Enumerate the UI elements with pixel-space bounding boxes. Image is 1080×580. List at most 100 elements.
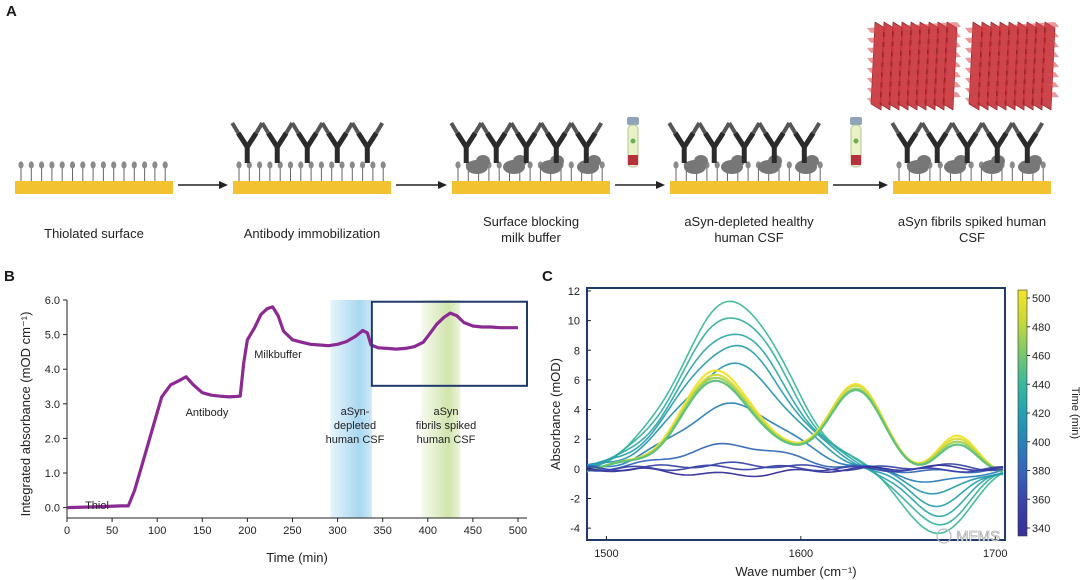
annotation-spiked: fibrils spiked: [416, 420, 477, 432]
thiol-head: [599, 161, 605, 169]
flow-arrowhead: [219, 181, 228, 189]
fibril-sheet: [965, 22, 1059, 33]
antibody-arm-left: [673, 131, 687, 149]
colorbar-tick-label: 380: [1032, 466, 1050, 478]
antibody-arm-right: [772, 131, 786, 149]
gold-surface: [893, 181, 1051, 194]
colorbar-tick-label: 460: [1032, 351, 1050, 363]
antibody-arm-right: [802, 131, 816, 149]
thiol-head: [59, 161, 65, 169]
fibril-sheet: [867, 92, 961, 103]
asyn-fibril: [965, 21, 1059, 111]
antibody-arm-right: [275, 131, 289, 149]
thiol-head: [527, 161, 533, 169]
antibody-arm-left: [545, 131, 559, 149]
watermark-text: MFMS: [956, 528, 1000, 545]
thiol-head: [162, 161, 168, 169]
gold-surface: [452, 181, 610, 194]
gold-surface: [670, 181, 828, 194]
antibody-tip-right: [1034, 121, 1045, 135]
antibody-arm-left: [733, 131, 747, 149]
antibody-tip-left: [950, 121, 960, 135]
annotation-antibody: Antibody: [186, 407, 229, 419]
thiol-head: [277, 161, 283, 169]
colorbar-tick-label: 440: [1032, 379, 1050, 391]
tube-cap: [627, 117, 639, 125]
step-label: aSyn fibrils spiked human: [898, 214, 1046, 229]
annotation-thiol: Thiol: [85, 500, 109, 512]
y-axis-label: Absorbance (mOD): [548, 358, 563, 470]
thiol-head: [69, 161, 76, 169]
antibody-arm-left: [763, 131, 777, 149]
colorbar-tick-label: 400: [1032, 437, 1050, 449]
antibody-arm-right: [524, 131, 538, 149]
antibody-arm-right: [995, 131, 1009, 149]
antibody: [757, 121, 791, 163]
thiol-head: [329, 161, 335, 169]
antibody-tip-left: [569, 121, 580, 135]
antibody: [569, 121, 604, 163]
thiol-head: [28, 161, 34, 169]
x-tick-label: 300: [328, 525, 346, 537]
band-depleted-csf: [330, 300, 372, 518]
thiol-head: [257, 161, 263, 169]
milk-protein: [954, 155, 968, 167]
thiol-head: [360, 161, 366, 169]
csf-tube-spiked: [850, 117, 862, 168]
thiol-head: [370, 161, 376, 169]
antibody-arm-right: [464, 131, 478, 149]
milk-protein: [476, 155, 490, 167]
fibril-sheet: [867, 72, 961, 83]
y-tick-label: -2: [570, 493, 580, 505]
tube-fibril: [851, 155, 861, 165]
antibody-tip-left: [980, 121, 990, 135]
y-tick-label: 6.0: [45, 295, 60, 307]
antibody-arm-left: [926, 131, 940, 149]
tube-content: [630, 138, 636, 144]
spectrum-line-2: [587, 317, 1004, 526]
antibody: [667, 121, 701, 163]
antibody-tip-left: [539, 121, 549, 135]
workflow-step-1: Thiolated surface: [15, 161, 228, 241]
x-tick-label: 100: [148, 525, 166, 537]
antibody-tip-left: [479, 121, 489, 135]
annotation-spiked: human CSF: [417, 434, 476, 446]
thiol-head: [937, 161, 943, 169]
tube-fibril: [628, 155, 638, 165]
x-axis-label: Wave number (cm⁻¹): [735, 564, 856, 579]
antibody-tip-right: [593, 121, 604, 135]
y-tick-label: 3.0: [45, 399, 60, 411]
antibody-arm-right: [905, 131, 919, 149]
milk-protein: [805, 155, 819, 167]
thiol-head: [121, 161, 127, 169]
antibody: [980, 121, 1014, 163]
absorbance-line: [66, 305, 518, 510]
colorbar-tick-label: 500: [1032, 293, 1050, 305]
thiol-head: [267, 161, 273, 169]
antibody-arm-right: [584, 131, 598, 149]
thiol-head: [49, 161, 55, 169]
colorbar: [1017, 289, 1028, 537]
fibril-sheet: [867, 52, 961, 63]
antibody-arm-left: [485, 131, 499, 149]
antibody-arm-right: [965, 131, 979, 149]
y-tick-label: 2.0: [45, 433, 60, 445]
panel-b-letter: B: [4, 268, 15, 285]
x-tick-label: 1500: [594, 548, 618, 560]
antibody: [320, 121, 354, 163]
thiol-head: [896, 161, 902, 169]
y-tick-label: 8: [574, 345, 580, 357]
gold-surface: [15, 181, 173, 194]
antibody-arm-right: [682, 131, 696, 149]
thiol-head: [18, 161, 24, 169]
asyn-fibril: [867, 21, 961, 111]
fibril-sheet: [867, 42, 961, 53]
thiol-head: [152, 161, 158, 169]
x-tick-label: 0: [64, 525, 70, 537]
y-tick-label: 4.0: [45, 364, 60, 376]
step-label: aSyn-depleted healthy: [684, 214, 814, 229]
antibody: [890, 121, 924, 163]
antibody: [230, 121, 264, 163]
